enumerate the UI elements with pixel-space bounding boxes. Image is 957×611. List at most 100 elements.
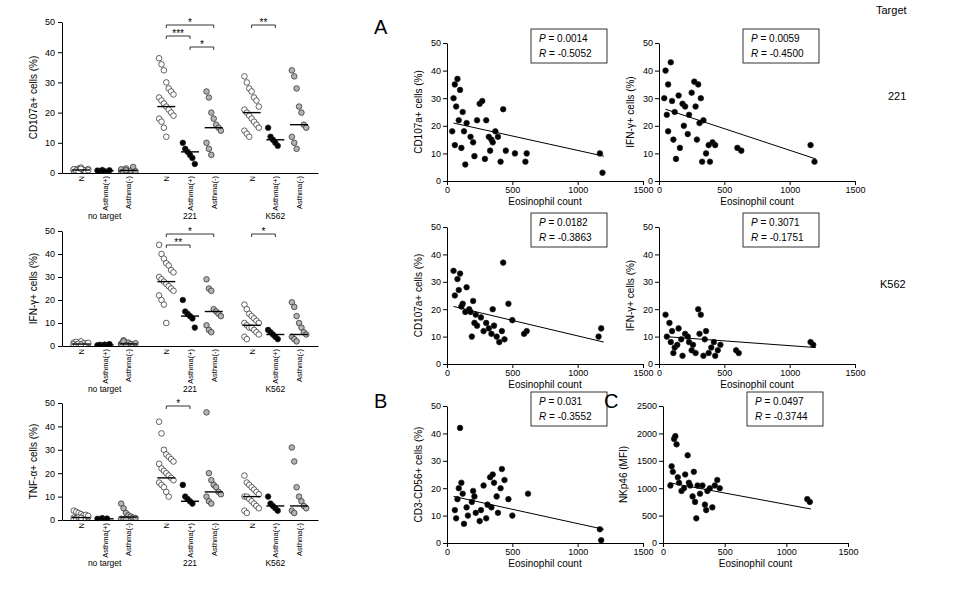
- category-tick: Asthma(-): [210, 349, 219, 382]
- stats-box: [743, 29, 819, 63]
- tick-mark: [443, 227, 447, 228]
- median-line: [96, 170, 114, 171]
- point: [506, 496, 512, 502]
- median-line: [181, 151, 199, 152]
- tick-label: 2500: [637, 401, 657, 411]
- point: [452, 82, 458, 88]
- tick-label: 0: [436, 176, 441, 186]
- x-axis-title: Eosinophil count: [508, 196, 582, 207]
- median-line: [157, 106, 175, 107]
- point: [478, 507, 484, 513]
- y-axis-title: IFN-γ+ cells (%): [625, 76, 636, 147]
- tick-label: 500: [717, 185, 732, 195]
- axis-line: [447, 228, 448, 365]
- plot-area: [71, 55, 309, 173]
- axis-line: [62, 404, 63, 521]
- tick: 10: [431, 511, 447, 521]
- point: [244, 80, 250, 86]
- point: [669, 463, 675, 469]
- tick-mark: [58, 300, 62, 301]
- point: [808, 142, 814, 148]
- tick-label: 0: [445, 185, 450, 195]
- point: [499, 466, 505, 472]
- point: [460, 491, 466, 497]
- tick-mark: [58, 22, 62, 23]
- tick-label: 40: [643, 66, 653, 76]
- point: [483, 320, 489, 326]
- significance-label: *: [200, 39, 204, 50]
- tick-mark: [443, 516, 447, 517]
- scatter-plot: 01020304050050010001500Eosinophil countI…: [625, 29, 866, 207]
- point: [525, 491, 531, 497]
- point: [192, 325, 198, 331]
- tick-label: Asthma(-): [295, 523, 304, 556]
- point: [490, 472, 496, 478]
- point: [692, 499, 698, 505]
- stats-label: P = 0.0497: [755, 396, 804, 407]
- plot-area: [668, 433, 813, 521]
- tick-mark: [58, 173, 62, 174]
- tick-label: 0: [50, 341, 55, 351]
- tick: 10: [643, 149, 659, 159]
- point: [275, 336, 281, 342]
- x-axis-title: Eosinophil count: [720, 379, 794, 390]
- tick-label: 0: [657, 368, 662, 378]
- point: [156, 242, 162, 248]
- point: [479, 98, 485, 104]
- median-line: [119, 343, 137, 344]
- point: [460, 109, 466, 115]
- point: [209, 501, 215, 507]
- tick-label: 1000: [637, 484, 657, 494]
- point: [159, 119, 165, 125]
- category-tick: N: [77, 176, 86, 181]
- tick-label: 50: [431, 401, 441, 411]
- point: [682, 472, 688, 478]
- point: [204, 89, 210, 95]
- tick-label: 10: [643, 149, 653, 159]
- tick-label: N: [248, 176, 257, 181]
- tick-label: 20: [431, 305, 441, 315]
- point: [457, 87, 463, 93]
- point: [695, 82, 701, 88]
- point: [163, 134, 169, 140]
- point: [294, 339, 300, 345]
- point: [166, 494, 172, 500]
- scatter-plot: 05001000150020002500050010001500Eosinoph…: [618, 392, 859, 569]
- tick: 10: [431, 332, 447, 342]
- tick-mark: [655, 227, 659, 228]
- tick-label: 30: [45, 78, 55, 88]
- point: [256, 506, 262, 512]
- tick-label: 30: [431, 94, 441, 104]
- point: [510, 513, 516, 519]
- plot-area: [451, 260, 604, 345]
- median-line: [290, 334, 308, 335]
- tick: 40: [431, 66, 447, 76]
- tick: 0: [50, 515, 62, 525]
- point: [673, 156, 679, 162]
- category-tick: N: [248, 176, 257, 181]
- tick-label: Asthma(-): [295, 176, 304, 209]
- point: [289, 68, 295, 74]
- tick-label: 40: [431, 429, 441, 439]
- tick-mark: [443, 43, 447, 44]
- stats-label: R = -0.3552: [539, 411, 592, 422]
- tick: 20: [45, 108, 62, 118]
- point: [459, 145, 465, 151]
- point: [464, 284, 470, 290]
- tick-mark: [655, 282, 659, 283]
- point: [206, 95, 212, 101]
- category-tick: Asthma(-): [295, 176, 304, 209]
- dot-plot: 01020304050NAsthma(+)Asthma(-)NAsthma(+)…: [28, 226, 319, 394]
- tick-mark: [659, 488, 663, 489]
- tick: 50: [45, 398, 62, 408]
- tick-label: 10: [45, 318, 55, 328]
- median-line: [119, 516, 137, 517]
- point: [159, 431, 165, 437]
- y-axis: 01020304050: [45, 398, 63, 525]
- group-label: no target: [88, 384, 122, 394]
- point: [502, 337, 508, 343]
- point: [289, 134, 295, 140]
- tick-mark: [58, 450, 62, 451]
- point: [294, 86, 300, 92]
- tick-label: 0: [648, 359, 653, 369]
